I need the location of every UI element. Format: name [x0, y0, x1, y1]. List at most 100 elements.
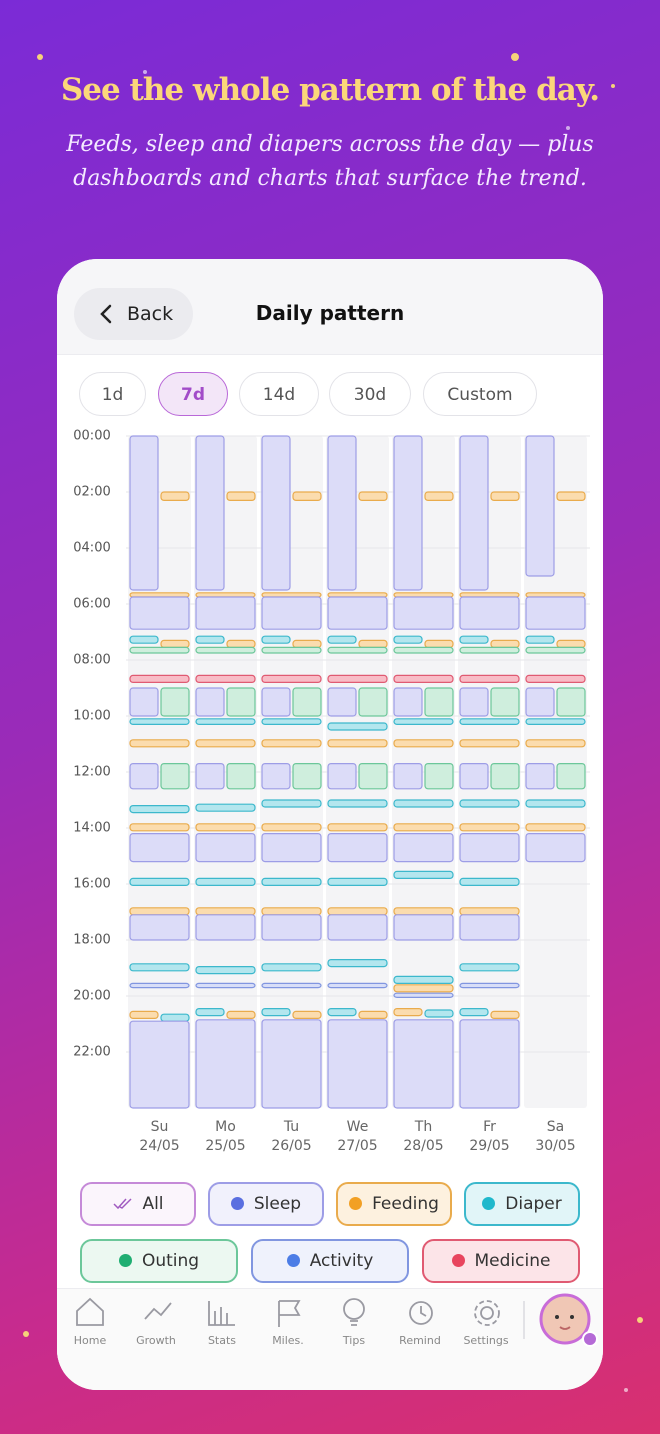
- legend-item[interactable]: Feeding: [336, 1182, 452, 1226]
- activity-event: [261, 982, 322, 989]
- diaper-event: [129, 877, 190, 887]
- feeding-event: [226, 1010, 256, 1020]
- medicine-event: [261, 674, 322, 684]
- sleep-event: [327, 596, 388, 630]
- activity-event: [129, 982, 190, 989]
- feeding-event: [393, 907, 454, 916]
- day-label: Su: [151, 1119, 169, 1135]
- legend-item[interactable]: Sleep: [208, 1182, 324, 1226]
- date-label: 28/05: [403, 1138, 443, 1154]
- feeding-event: [195, 823, 256, 832]
- sleep-event: [327, 914, 388, 941]
- medicine-event: [195, 674, 256, 684]
- feeding-event: [327, 739, 388, 748]
- diaper-event: [393, 975, 454, 985]
- nav-item[interactable]: Miles.: [272, 1334, 304, 1347]
- y-tick-label: 16:00: [73, 877, 110, 892]
- sleep-event: [525, 762, 555, 790]
- day-label: Tu: [283, 1119, 299, 1135]
- sleep-event: [459, 596, 520, 630]
- feeding-event: [292, 491, 322, 501]
- date-label: 26/05: [271, 1138, 311, 1154]
- feeding-event: [129, 739, 190, 748]
- nav-bar: Home Growth Stats Miles. Tips Remind Settings: [57, 1288, 603, 1390]
- nav-item[interactable]: Tips: [342, 1334, 366, 1347]
- feeding-event: [327, 592, 388, 598]
- sleep-event: [129, 762, 159, 790]
- medicine-event: [129, 674, 190, 684]
- diaper-event: [261, 877, 322, 887]
- diaper-event: [525, 635, 555, 644]
- feeding-event: [129, 907, 190, 916]
- feeding-event: [327, 907, 388, 916]
- nav-item[interactable]: Stats: [207, 1334, 237, 1347]
- nav-item[interactable]: Settings: [463, 1334, 509, 1347]
- diaper-event: [129, 804, 190, 814]
- feeding-event: [358, 1010, 388, 1020]
- outing-event: [556, 762, 586, 790]
- sleep-event: [129, 832, 190, 863]
- feeding-event: [490, 639, 520, 649]
- legend-item[interactable]: Medicine: [422, 1239, 580, 1283]
- diaper-event: [129, 963, 190, 972]
- diaper-event: [129, 718, 190, 725]
- top-bar: Back Daily pattern: [57, 259, 603, 355]
- diaper-event: [195, 803, 256, 812]
- legend-item[interactable]: Outing: [80, 1239, 238, 1283]
- nav-item[interactable]: Growth: [136, 1334, 176, 1347]
- range-button[interactable]: 1d: [79, 372, 146, 416]
- back-button[interactable]: Back: [74, 288, 193, 340]
- nav-item[interactable]: Home: [73, 1334, 107, 1347]
- feeding-event: [226, 639, 256, 649]
- date-label: 30/05: [535, 1138, 575, 1154]
- outing-event: [129, 646, 190, 654]
- sleep-event: [393, 596, 454, 630]
- nav-item[interactable]: Remind: [399, 1334, 441, 1347]
- sleep-event: [261, 1019, 322, 1109]
- outing-event: [358, 762, 388, 790]
- sleep-event: [393, 832, 454, 863]
- feeding-event: [459, 907, 520, 916]
- range-button[interactable]: 30d: [329, 372, 411, 416]
- feeding-event: [393, 592, 454, 598]
- sleep-event: [525, 596, 586, 630]
- sleep-event: [459, 687, 489, 717]
- legend-item[interactable]: All: [80, 1182, 196, 1226]
- outing-event: [459, 646, 520, 654]
- sleep-event: [327, 435, 357, 591]
- outing-event: [292, 762, 322, 790]
- nav-icons: [76, 1293, 598, 1347]
- outing-event: [226, 762, 256, 790]
- sleep-event: [129, 687, 159, 717]
- legend-item[interactable]: Activity: [251, 1239, 409, 1283]
- legend-dot: [482, 1197, 496, 1210]
- medicine-event: [393, 674, 454, 684]
- y-tick-label: 04:00: [73, 541, 110, 556]
- legend-item[interactable]: Diaper: [464, 1182, 580, 1226]
- sleep-event: [129, 435, 159, 591]
- range-button[interactable]: 7d: [158, 372, 228, 416]
- feeding-event: [226, 491, 256, 501]
- diaper-event: [195, 635, 225, 644]
- diaper-event: [160, 1013, 190, 1022]
- y-tick-label: 08:00: [73, 653, 110, 668]
- range-button[interactable]: 14d: [239, 372, 319, 416]
- legend-dot: [349, 1197, 363, 1210]
- diaper-event: [327, 799, 388, 808]
- feeding-event: [195, 907, 256, 916]
- sleep-event: [393, 762, 423, 790]
- feeding-event: [327, 823, 388, 832]
- legend-label: Activity: [309, 1251, 374, 1271]
- range-button[interactable]: Custom: [423, 372, 537, 416]
- date-label: 29/05: [469, 1138, 509, 1154]
- date-label: 27/05: [337, 1138, 377, 1154]
- outing-event: [327, 646, 388, 654]
- outing-event: [490, 762, 520, 790]
- legend-label: Diaper: [505, 1194, 562, 1214]
- outing-event: [226, 687, 256, 717]
- legend-dot: [118, 1254, 132, 1267]
- feeding-event: [556, 639, 586, 649]
- diaper-event: [525, 799, 586, 808]
